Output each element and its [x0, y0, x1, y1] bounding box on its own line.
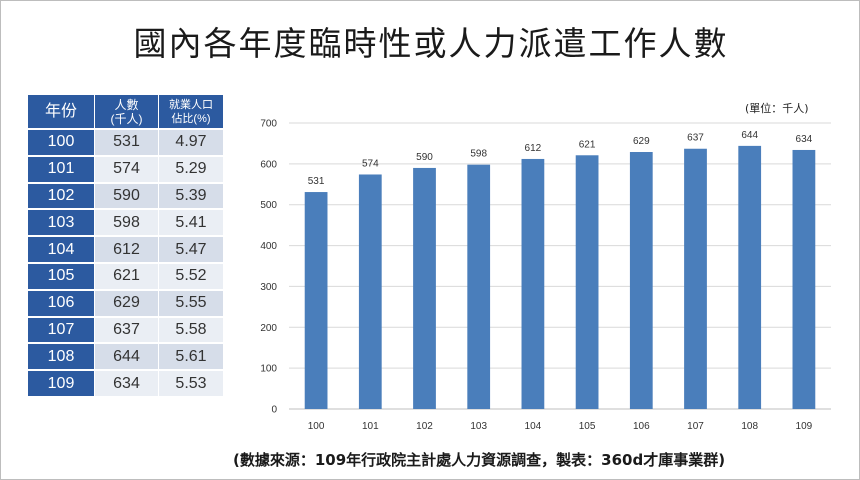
data-label: 590 [416, 152, 433, 163]
cell-share: 5.52 [159, 261, 224, 289]
header-share-line1: 就業人口 [169, 98, 213, 111]
table-row: 107 637 5.58 [28, 315, 224, 343]
table-row: 102 590 5.39 [28, 181, 224, 209]
table-row: 106 629 5.55 [28, 288, 224, 316]
x-tick-label: 101 [362, 421, 379, 432]
cell-year: 109 [28, 369, 95, 396]
cell-share: 5.55 [159, 288, 224, 316]
cell-count: 612 [95, 235, 159, 262]
y-tick-label: 400 [260, 241, 277, 252]
table-row: 103 598 5.41 [28, 208, 224, 236]
y-tick-label: 500 [260, 200, 277, 211]
cell-share: 5.47 [159, 235, 224, 262]
data-table: 年份 人數 (千人) 就業人口 佔比(%) 100 531 4.97 101 574 5… [28, 95, 224, 396]
y-tick-label: 700 [260, 119, 277, 130]
data-label: 531 [308, 176, 325, 187]
x-tick-label: 106 [633, 421, 650, 432]
bar [575, 155, 599, 409]
cell-year: 107 [28, 315, 95, 343]
cell-share: 5.41 [159, 208, 224, 236]
y-tick-label: 100 [260, 364, 277, 375]
x-tick-label: 108 [741, 421, 758, 432]
data-label: 644 [741, 130, 758, 141]
cell-year: 108 [28, 342, 95, 370]
bar [467, 164, 491, 409]
cell-share: 5.61 [159, 342, 224, 370]
source-note: (數據來源：109年行政院主計處人力資源調查，製表：360d才庫事業群) [233, 451, 726, 469]
data-label: 598 [470, 149, 487, 160]
cell-share: 4.97 [159, 128, 224, 155]
header-share: 就業人口 佔比(%) [159, 95, 224, 128]
data-label: 634 [796, 134, 813, 145]
cell-share: 5.58 [159, 315, 224, 343]
cell-count: 634 [95, 369, 159, 396]
header-count-line1: 人數 [114, 97, 139, 112]
bar [521, 158, 545, 409]
cell-year: 100 [28, 128, 95, 155]
cell-share: 5.53 [159, 369, 224, 396]
bar [684, 148, 707, 410]
bar [413, 167, 436, 409]
data-label: 637 [687, 133, 704, 144]
header-share-line2: 佔比(%) [171, 112, 211, 125]
cell-count: 531 [95, 128, 159, 155]
cell-count: 574 [95, 154, 159, 182]
bar-chart: 0 100 200 300 400 500 600 700 531 100 574 101 590 102… [260, 119, 831, 432]
table-row: 104 612 5.47 [28, 235, 224, 262]
cell-count: 621 [95, 261, 159, 289]
x-tick-label: 107 [687, 421, 704, 432]
y-tick-label: 200 [260, 323, 277, 334]
header-count: 人數 (千人) [95, 95, 159, 128]
cell-year: 101 [28, 154, 95, 182]
cell-year: 103 [28, 208, 95, 236]
cell-year: 106 [28, 288, 95, 316]
table-row: 109 634 5.53 [28, 369, 224, 396]
bar [792, 149, 816, 410]
table-header-row: 年份 人數 (千人) 就業人口 佔比(%) [28, 95, 224, 128]
x-tick-label: 100 [308, 421, 325, 432]
cell-count: 590 [95, 181, 159, 209]
table-row: 101 574 5.29 [28, 154, 224, 182]
header-year-label: 年份 [44, 102, 77, 120]
data-label: 621 [579, 139, 596, 150]
unit-label: (單位：千人) [745, 102, 809, 115]
cell-count: 644 [95, 342, 159, 370]
cell-count: 637 [95, 315, 159, 343]
cell-count: 598 [95, 208, 159, 236]
bar [629, 152, 653, 409]
x-tick-label: 109 [796, 421, 813, 432]
x-tick-label: 103 [470, 421, 487, 432]
y-tick-label: 300 [260, 282, 277, 293]
cell-year: 105 [28, 261, 95, 289]
cell-year: 102 [28, 181, 95, 209]
data-label: 574 [362, 158, 379, 169]
bar [738, 145, 762, 409]
cell-count: 629 [95, 288, 159, 316]
x-tick-label: 105 [579, 421, 596, 432]
table-row: 100 531 4.97 [28, 128, 224, 155]
data-label: 612 [525, 143, 542, 154]
cell-share: 5.29 [159, 154, 224, 182]
y-tick-label: 0 [271, 405, 277, 416]
cell-share: 5.39 [159, 181, 224, 209]
page-title: 國內各年度臨時性或人力派遣工作人數 [133, 24, 729, 63]
y-tick-label: 600 [260, 159, 277, 170]
bar [304, 192, 328, 409]
header-year: 年份 [28, 95, 95, 128]
header-count-line2: (千人) [110, 111, 143, 126]
data-label: 629 [633, 136, 650, 147]
x-tick-label: 102 [416, 421, 433, 432]
bar [358, 174, 382, 409]
x-tick-label: 104 [525, 421, 542, 432]
table-row: 105 621 5.52 [28, 261, 224, 289]
table-row: 108 644 5.61 [28, 342, 224, 370]
cell-year: 104 [28, 235, 95, 262]
